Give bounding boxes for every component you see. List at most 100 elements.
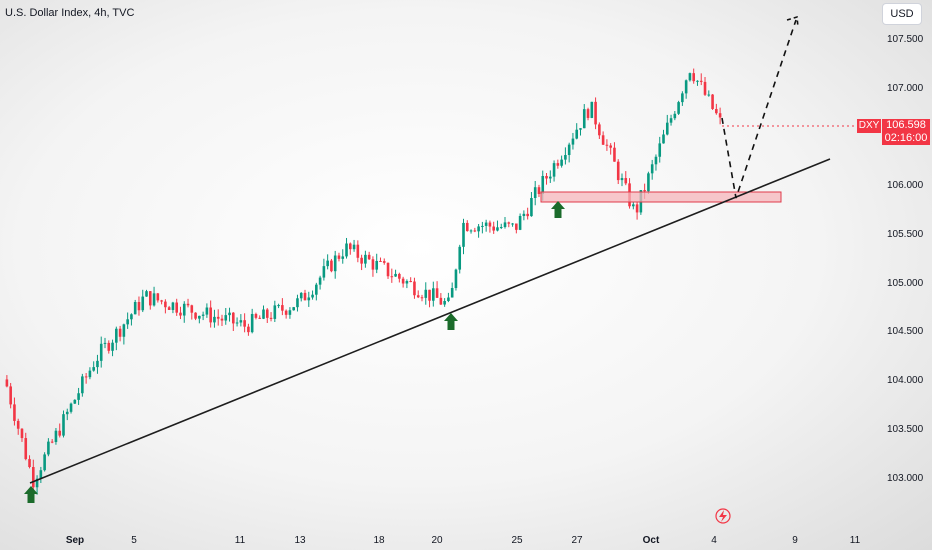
x-tick-label: Oct [643, 535, 660, 546]
candle-body [315, 284, 318, 295]
candle-body [16, 420, 20, 429]
candle-body [662, 134, 665, 144]
candle-body [58, 430, 62, 436]
currency-selector-button[interactable]: USD [882, 3, 922, 25]
candle-body [341, 256, 345, 259]
candle-body [684, 80, 688, 94]
candle-body [235, 322, 239, 324]
candle-body [367, 254, 371, 260]
candle-body [84, 376, 88, 378]
candle-body [484, 222, 488, 226]
ascending-trendline[interactable] [29, 158, 831, 484]
candle-body [413, 281, 416, 296]
candle-body [696, 80, 699, 82]
up-arrow-icon [444, 313, 458, 330]
candle-body [477, 226, 480, 232]
candle-body [632, 204, 635, 207]
candle-body [405, 281, 409, 284]
candle-body [258, 317, 262, 319]
candle-body [326, 260, 329, 267]
candle-body [699, 80, 703, 82]
candle-body [265, 309, 269, 318]
candle-body [522, 213, 526, 216]
candle-body [401, 278, 405, 284]
candle-body [496, 227, 499, 231]
x-tick-label: 4 [711, 535, 717, 546]
candle-body [201, 314, 205, 316]
candle-body [77, 393, 80, 400]
candle-body [262, 309, 265, 319]
candle-body [658, 143, 662, 157]
candle-body [220, 318, 224, 321]
candle-body [692, 73, 695, 82]
candle-body [654, 156, 658, 165]
candle-body [620, 178, 624, 181]
candle-body [254, 313, 258, 318]
candle-body [9, 386, 12, 405]
candle-body [469, 230, 473, 232]
candle-body [247, 326, 250, 333]
candle-body [665, 122, 669, 135]
candle-body [299, 292, 303, 299]
candle-body [541, 175, 545, 195]
candle-body [133, 302, 137, 315]
candle-body [24, 438, 28, 460]
y-tick-label: 107.500 [887, 34, 924, 45]
candle-body [345, 243, 348, 257]
candle-body [718, 113, 722, 118]
candle-body [428, 289, 431, 301]
candle-body [548, 176, 552, 179]
candle-body [703, 81, 707, 95]
candle-body [47, 441, 50, 455]
candle-body [311, 294, 314, 298]
candle-body [677, 102, 680, 114]
projection-path[interactable] [721, 19, 797, 199]
candle-body [337, 255, 341, 259]
candle-body [601, 135, 605, 145]
candle-body [643, 190, 646, 192]
candle-body [394, 273, 397, 277]
candle-body [530, 197, 533, 217]
candle-body [137, 302, 141, 311]
candle-body [371, 259, 375, 270]
candle-body [447, 297, 450, 301]
candle-body [88, 370, 92, 378]
candle-body [65, 411, 69, 415]
candle-body [473, 230, 477, 232]
candle-body [465, 222, 469, 232]
candle-body [62, 414, 65, 436]
candle-body [458, 246, 462, 270]
candle-body [5, 379, 9, 387]
support-zone[interactable] [540, 191, 782, 203]
candle-body [669, 118, 673, 123]
lightning-bolt-icon[interactable] [715, 508, 731, 524]
x-tick-label: Sep [66, 535, 84, 546]
y-tick-label: 103.000 [887, 473, 924, 484]
candle-body [107, 342, 111, 351]
bar-countdown: 02:16:00 [884, 132, 928, 144]
candle-body [575, 129, 579, 139]
candle-body [450, 288, 454, 298]
candle-body [420, 297, 424, 299]
candle-body [348, 243, 352, 250]
candle-body [432, 288, 435, 301]
candle-body [688, 73, 692, 81]
candle-body [243, 320, 246, 327]
candle-body [318, 277, 322, 285]
candle-body [167, 307, 171, 310]
candle-body [711, 94, 714, 109]
candle-body [598, 124, 601, 136]
x-tick-label: 5 [131, 535, 137, 546]
x-tick-label: 9 [792, 535, 798, 546]
candle-body [364, 254, 367, 264]
candle-body [81, 376, 84, 394]
candle-body [322, 266, 326, 278]
candle-body [635, 204, 639, 213]
candle-body [111, 342, 114, 351]
candle-body [567, 144, 571, 156]
candle-body [390, 276, 394, 278]
candle-body [209, 307, 212, 323]
x-tick-label: 13 [294, 535, 306, 546]
